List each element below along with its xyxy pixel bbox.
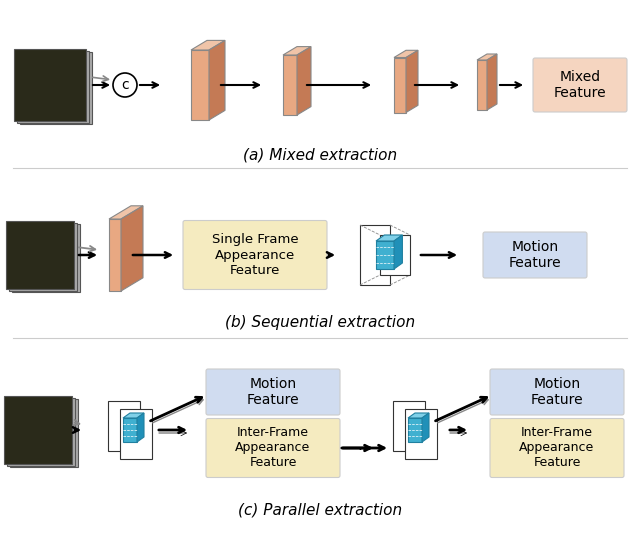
Polygon shape (422, 413, 429, 442)
Polygon shape (120, 409, 152, 459)
Polygon shape (123, 418, 137, 442)
FancyBboxPatch shape (206, 369, 340, 415)
FancyBboxPatch shape (533, 58, 627, 112)
Polygon shape (394, 58, 406, 112)
Text: Mixed
Feature: Mixed Feature (554, 70, 606, 100)
Text: Motion
Feature: Motion Feature (509, 240, 561, 270)
Polygon shape (121, 206, 143, 291)
Text: c: c (121, 78, 129, 92)
Polygon shape (109, 206, 143, 219)
Polygon shape (477, 54, 497, 60)
Polygon shape (297, 47, 311, 115)
Text: Inter-Frame
Appearance
Feature: Inter-Frame Appearance Feature (520, 426, 595, 470)
Text: ...: ... (234, 75, 248, 89)
Polygon shape (109, 219, 121, 291)
Polygon shape (376, 241, 394, 269)
Text: Motion
Feature: Motion Feature (531, 377, 583, 407)
Polygon shape (20, 52, 92, 124)
Polygon shape (108, 401, 140, 451)
FancyBboxPatch shape (206, 419, 340, 477)
FancyBboxPatch shape (183, 220, 327, 289)
Polygon shape (408, 418, 422, 442)
Polygon shape (12, 224, 80, 292)
Polygon shape (4, 396, 72, 464)
Polygon shape (137, 413, 144, 442)
FancyBboxPatch shape (490, 369, 624, 415)
Polygon shape (123, 413, 144, 418)
Polygon shape (283, 47, 311, 55)
Polygon shape (406, 50, 418, 112)
Text: (a) Mixed extraction: (a) Mixed extraction (243, 147, 397, 163)
Polygon shape (394, 50, 418, 58)
Polygon shape (209, 41, 225, 120)
Text: ...: ... (342, 75, 357, 89)
FancyBboxPatch shape (483, 232, 587, 278)
Polygon shape (283, 55, 297, 115)
Text: (c) Parallel extraction: (c) Parallel extraction (238, 503, 402, 517)
Polygon shape (376, 235, 403, 241)
Polygon shape (394, 401, 426, 451)
Polygon shape (14, 49, 86, 121)
Polygon shape (7, 397, 75, 465)
Polygon shape (408, 413, 429, 418)
Circle shape (113, 73, 137, 97)
Polygon shape (394, 235, 403, 269)
Text: Single Frame
Appearance
Feature: Single Frame Appearance Feature (212, 233, 298, 277)
Text: Motion
Feature: Motion Feature (246, 377, 300, 407)
Polygon shape (360, 225, 390, 285)
Polygon shape (191, 41, 225, 50)
Text: ...: ... (358, 437, 372, 453)
Polygon shape (404, 409, 436, 459)
Text: (b) Sequential extraction: (b) Sequential extraction (225, 316, 415, 330)
Polygon shape (487, 54, 497, 110)
Polygon shape (10, 399, 78, 467)
Polygon shape (9, 222, 77, 290)
Polygon shape (380, 235, 410, 275)
Polygon shape (191, 50, 209, 120)
Text: Inter-Frame
Appearance
Feature: Inter-Frame Appearance Feature (236, 426, 310, 470)
FancyBboxPatch shape (490, 419, 624, 477)
Polygon shape (477, 60, 487, 110)
Polygon shape (6, 221, 74, 289)
Polygon shape (17, 50, 89, 123)
